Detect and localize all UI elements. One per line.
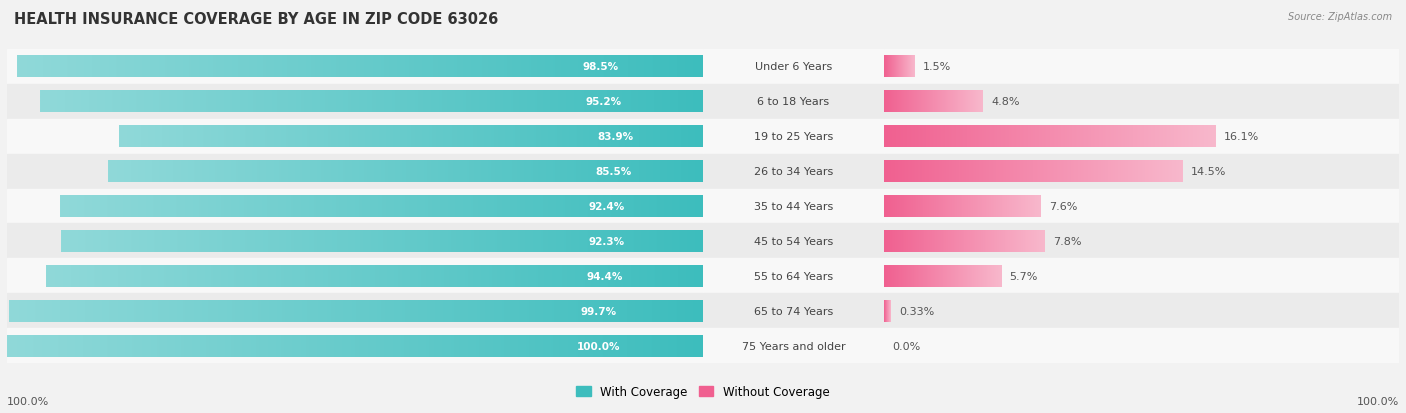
- Bar: [7, 329, 703, 363]
- Bar: [703, 224, 884, 259]
- Bar: [7, 50, 703, 84]
- Bar: [7, 224, 703, 259]
- Bar: [703, 119, 884, 154]
- Bar: [884, 294, 1399, 329]
- Text: 4.8%: 4.8%: [991, 97, 1019, 107]
- Text: 0.33%: 0.33%: [898, 306, 934, 316]
- Bar: [703, 154, 884, 189]
- Text: 92.3%: 92.3%: [589, 236, 624, 247]
- Text: 100.0%: 100.0%: [7, 396, 49, 406]
- Text: 95.2%: 95.2%: [585, 97, 621, 107]
- Text: HEALTH INSURANCE COVERAGE BY AGE IN ZIP CODE 63026: HEALTH INSURANCE COVERAGE BY AGE IN ZIP …: [14, 12, 498, 27]
- Text: 35 to 44 Years: 35 to 44 Years: [754, 202, 834, 211]
- Text: 65 to 74 Years: 65 to 74 Years: [754, 306, 834, 316]
- Bar: [884, 119, 1399, 154]
- Bar: [884, 224, 1399, 259]
- Text: 92.4%: 92.4%: [589, 202, 624, 211]
- Bar: [884, 189, 1399, 224]
- Bar: [7, 119, 703, 154]
- Text: 83.9%: 83.9%: [598, 132, 634, 142]
- Bar: [703, 84, 884, 119]
- Bar: [703, 259, 884, 294]
- Bar: [703, 189, 884, 224]
- Text: 45 to 54 Years: 45 to 54 Years: [754, 236, 834, 247]
- Bar: [7, 154, 703, 189]
- Text: 14.5%: 14.5%: [1191, 166, 1226, 177]
- Text: 16.1%: 16.1%: [1223, 132, 1260, 142]
- Text: 100.0%: 100.0%: [576, 341, 620, 351]
- Bar: [884, 154, 1399, 189]
- Text: 26 to 34 Years: 26 to 34 Years: [754, 166, 834, 177]
- Bar: [7, 259, 703, 294]
- Text: 55 to 64 Years: 55 to 64 Years: [754, 271, 832, 281]
- Text: 6 to 18 Years: 6 to 18 Years: [758, 97, 830, 107]
- Bar: [703, 50, 884, 84]
- Text: 94.4%: 94.4%: [586, 271, 623, 281]
- Bar: [7, 189, 703, 224]
- Text: 7.8%: 7.8%: [1053, 236, 1081, 247]
- Text: 19 to 25 Years: 19 to 25 Years: [754, 132, 834, 142]
- Text: Under 6 Years: Under 6 Years: [755, 62, 832, 72]
- Bar: [703, 294, 884, 329]
- Text: 1.5%: 1.5%: [924, 62, 952, 72]
- Bar: [7, 294, 703, 329]
- Text: 75 Years and older: 75 Years and older: [741, 341, 845, 351]
- Text: 5.7%: 5.7%: [1010, 271, 1038, 281]
- Bar: [884, 329, 1399, 363]
- Text: 100.0%: 100.0%: [1357, 396, 1399, 406]
- Bar: [884, 84, 1399, 119]
- Text: Source: ZipAtlas.com: Source: ZipAtlas.com: [1288, 12, 1392, 22]
- Text: 85.5%: 85.5%: [596, 166, 631, 177]
- Text: 99.7%: 99.7%: [581, 306, 617, 316]
- Text: 0.0%: 0.0%: [893, 341, 921, 351]
- Text: 98.5%: 98.5%: [582, 62, 619, 72]
- Bar: [884, 50, 1399, 84]
- Bar: [884, 259, 1399, 294]
- Bar: [703, 329, 884, 363]
- Bar: [7, 84, 703, 119]
- Legend: With Coverage, Without Coverage: With Coverage, Without Coverage: [572, 381, 834, 403]
- Text: 7.6%: 7.6%: [1049, 202, 1077, 211]
